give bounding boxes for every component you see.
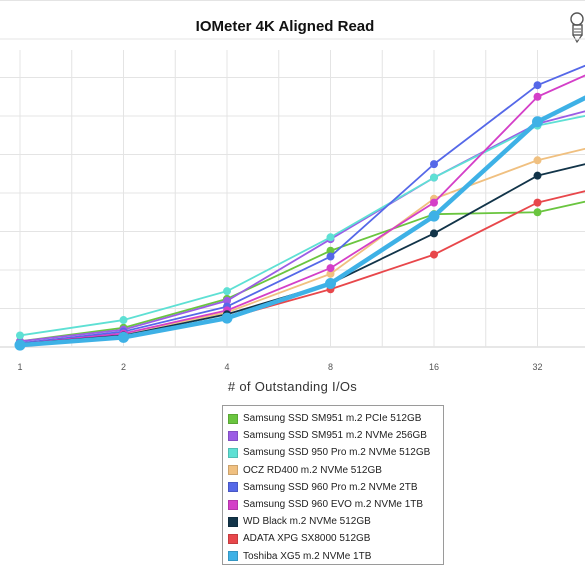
legend-swatch	[228, 551, 238, 562]
grid-lines	[0, 0, 585, 348]
x-tick-label: 16	[429, 362, 439, 372]
legend-item: Samsung SSD 960 Pro m.2 NVMe 2TB	[228, 479, 443, 496]
legend-item: ADATA XPG SX8000 512GB	[228, 530, 443, 547]
series-2	[16, 110, 585, 346]
series-line	[19, 110, 585, 343]
data-point	[430, 229, 438, 238]
legend-item: Samsung SSD SM951 m.2 PCIe 512GB	[228, 410, 443, 427]
legend: Samsung SSD SM951 m.2 PCIe 512GB Samsung …	[222, 405, 444, 565]
series-line	[19, 190, 585, 346]
data-point	[326, 246, 335, 255]
series-line	[19, 163, 585, 345]
x-tick-label: 4	[224, 362, 229, 372]
series-line	[19, 147, 585, 345]
legend-swatch	[228, 533, 238, 544]
data-point	[325, 277, 336, 289]
data-point	[533, 81, 542, 90]
series-4	[16, 147, 585, 348]
x-tick-label: 1	[17, 362, 22, 372]
legend-item: OCZ RD400 m.2 NVMe 512GB	[228, 462, 443, 479]
data-point	[326, 264, 335, 273]
legend-swatch	[228, 413, 238, 424]
data-point	[223, 287, 231, 296]
legend-label: WD Black m.2 NVMe 512GB	[243, 516, 371, 528]
data-point	[430, 160, 438, 169]
legend-item: WD Black m.2 NVMe 512GB	[228, 513, 443, 530]
legend-label: Samsung SSD 960 EVO m.2 NVMe 1TB	[243, 499, 424, 511]
legend-label: ADATA XPG SX8000 512GB	[243, 533, 371, 545]
x-axis-label: # of Outstanding I/Os	[227, 379, 358, 394]
legend-swatch	[228, 516, 238, 527]
data-point	[533, 208, 542, 217]
legend-item: Toshiba XG5 m.2 NVMe 1TB	[228, 548, 443, 565]
data-point	[430, 198, 438, 207]
data-point	[533, 171, 542, 180]
series-line	[19, 95, 585, 348]
legend-swatch	[228, 465, 238, 476]
series-line	[19, 200, 585, 343]
data-point	[119, 316, 128, 325]
data-point	[533, 92, 542, 101]
legend-item: Samsung SSD 960 EVO m.2 NVMe 1TB	[228, 496, 443, 513]
legend-item: Samsung SSD SM951 m.2 NVMe 256GB	[228, 427, 443, 444]
x-tick-label: 8	[328, 362, 333, 372]
data-point	[533, 198, 542, 207]
x-tick-labels: 1 2 4 8 16 32	[17, 362, 542, 372]
series-1	[16, 200, 585, 346]
legend-item: Samsung SSD 950 Pro m.2 NVMe 512GB	[228, 444, 443, 461]
legend-label: Samsung SSD SM951 m.2 NVMe 256GB	[243, 430, 427, 442]
series-7	[16, 163, 585, 348]
legend-swatch	[228, 430, 238, 441]
series-lines	[14, 64, 585, 351]
data-point	[430, 173, 438, 182]
data-point	[428, 210, 440, 222]
legend-swatch	[228, 447, 238, 458]
data-point	[223, 296, 231, 305]
legend-label: Samsung SSD SM951 m.2 PCIe 512GB	[243, 413, 422, 425]
data-point	[16, 331, 24, 340]
series-9	[14, 95, 585, 351]
data-point	[221, 312, 233, 324]
legend-swatch	[228, 499, 238, 510]
x-tick-label: 32	[532, 362, 542, 372]
data-point	[326, 252, 335, 261]
legend-label: Samsung SSD 950 Pro m.2 NVMe 512GB	[243, 447, 431, 459]
data-point	[430, 250, 438, 259]
plot-area: 1 2 4 8 16 32	[0, 0, 585, 372]
data-point	[533, 156, 542, 165]
data-point	[326, 233, 335, 242]
legend-label: Toshiba XG5 m.2 NVMe 1TB	[243, 550, 372, 562]
legend-swatch	[228, 482, 238, 493]
legend-label: OCZ RD400 m.2 NVMe 512GB	[243, 464, 382, 476]
data-point	[326, 269, 335, 278]
x-tick-label: 2	[121, 362, 126, 372]
legend-label: Samsung SSD 960 Pro m.2 NVMe 2TB	[243, 481, 418, 493]
data-point	[14, 339, 26, 351]
series-line	[19, 114, 585, 337]
logo-icon	[570, 12, 584, 44]
data-point	[118, 331, 129, 343]
chart-title: IOMeter 4K Aligned Read	[195, 18, 375, 35]
data-point	[532, 116, 543, 128]
